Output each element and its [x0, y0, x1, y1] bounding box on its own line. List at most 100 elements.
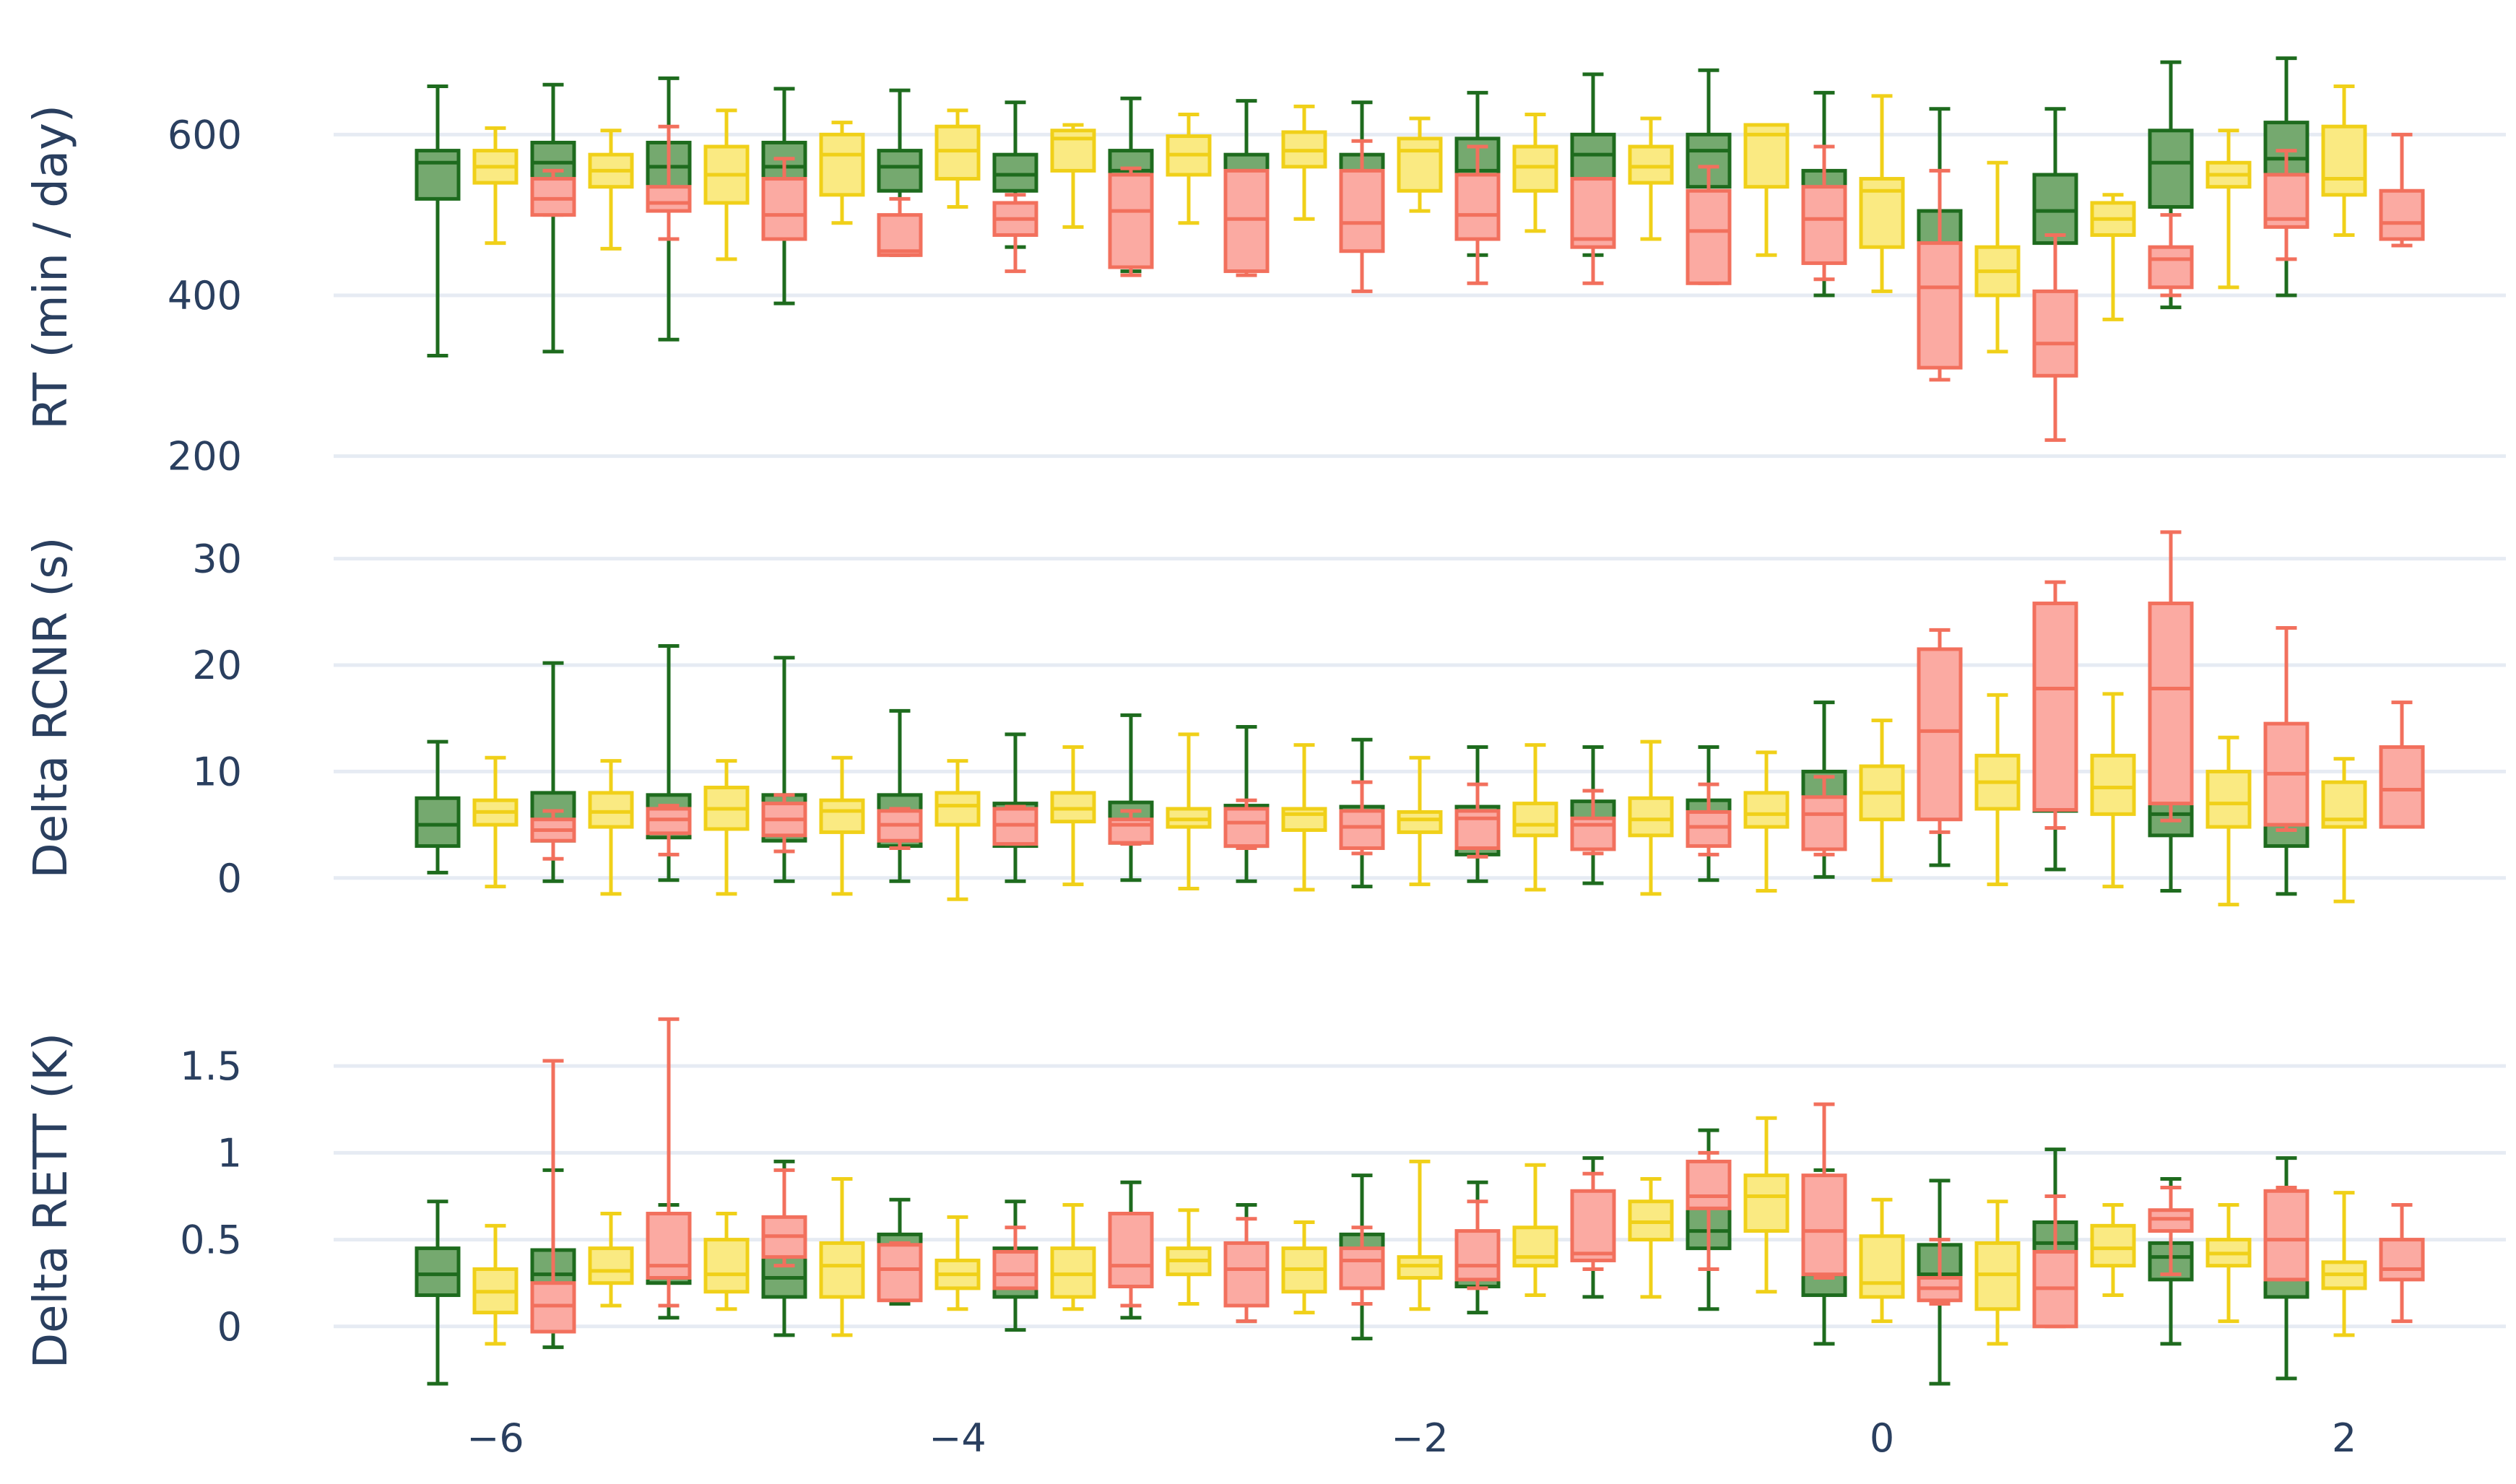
box-yellow-14 — [1974, 693, 2021, 887]
iqr-box — [530, 177, 576, 217]
box-red-3 — [761, 1168, 807, 1268]
x-tick-label: −2 — [1391, 1415, 1449, 1461]
box-red-6 — [1108, 809, 1154, 846]
iqr-box — [2379, 188, 2425, 241]
iqr-box — [819, 132, 865, 197]
box-red-5 — [992, 804, 1038, 846]
iqr-box — [1050, 129, 1096, 173]
box-yellow-2 — [588, 759, 634, 896]
box-red-15 — [2148, 213, 2194, 298]
iqr-box — [1397, 810, 1443, 834]
iqr-box — [1570, 1189, 1616, 1262]
box-green-5 — [877, 708, 923, 883]
box-yellow-10 — [1512, 743, 1558, 892]
box-yellow-15 — [2090, 692, 2136, 889]
iqr-box — [1859, 177, 1905, 249]
iqr-box — [1512, 1225, 1558, 1268]
y-tick-label: 0 — [217, 856, 242, 901]
box-green-1 — [415, 739, 461, 875]
iqr-box — [1917, 241, 1963, 370]
box-yellow-4 — [819, 755, 865, 896]
iqr-box — [1281, 807, 1327, 832]
iqr-box — [1512, 802, 1558, 838]
box-yellow-12 — [1743, 123, 1790, 257]
iqr-box — [1628, 144, 1674, 185]
iqr-box — [1108, 817, 1154, 845]
iqr-box — [992, 1249, 1038, 1290]
box-yellow-5 — [934, 1215, 981, 1311]
box-green-1 — [415, 1199, 461, 1386]
iqr-box — [2379, 745, 2425, 829]
box-red-11 — [1686, 782, 1732, 856]
box-red-10 — [1570, 789, 1616, 856]
box-yellow-10 — [1512, 1163, 1558, 1298]
iqr-box — [761, 177, 807, 241]
box-red-4 — [877, 1241, 923, 1303]
iqr-box — [1339, 809, 1385, 851]
iqr-box — [1397, 136, 1443, 193]
box-yellow-17 — [2321, 757, 2367, 903]
iqr-box — [2032, 289, 2078, 378]
box-yellow-14 — [1974, 1199, 2021, 1346]
box-red-13 — [1917, 628, 1963, 834]
x-tick-label: −4 — [929, 1415, 986, 1461]
box-red-2 — [646, 124, 692, 241]
iqr-box — [1743, 1173, 1790, 1233]
box-green-1 — [415, 84, 461, 357]
iqr-box — [1743, 791, 1790, 829]
box-yellow-5 — [934, 108, 981, 209]
iqr-box — [1108, 173, 1154, 269]
box-red-15 — [2148, 1185, 2194, 1277]
box-red-7 — [1223, 1217, 1270, 1324]
iqr-box — [2379, 1238, 2425, 1282]
box-yellow-13 — [1859, 719, 1905, 882]
box-red-13 — [1917, 1238, 1963, 1306]
box-yellow-16 — [2205, 735, 2252, 907]
iqr-box — [415, 1246, 461, 1298]
box-red-10 — [1570, 177, 1616, 285]
box-red-10 — [1570, 1171, 1616, 1271]
iqr-box — [2090, 753, 2136, 816]
iqr-box — [2032, 602, 2078, 812]
box-yellow-11 — [1628, 116, 1674, 241]
box-red-15 — [2148, 530, 2194, 823]
y-tick-label: 400 — [168, 273, 242, 318]
box-yellow-7 — [1166, 1208, 1212, 1306]
box-red-6 — [1108, 166, 1154, 277]
iqr-box — [2148, 245, 2194, 290]
iqr-box — [1686, 810, 1732, 849]
iqr-box — [415, 149, 461, 201]
box-red-7 — [1223, 168, 1270, 277]
iqr-box — [1628, 796, 1674, 838]
box-yellow-2 — [588, 129, 634, 251]
iqr-box — [1454, 173, 1501, 241]
box-red-4 — [877, 196, 923, 257]
box-yellow-16 — [2205, 1203, 2252, 1324]
box-red-7 — [1223, 798, 1270, 851]
box-yellow-9 — [1397, 116, 1443, 213]
box-red-2 — [646, 1017, 692, 1308]
y-tick-label: 1.5 — [180, 1043, 242, 1089]
box-red-14 — [2032, 1194, 2078, 1329]
box-yellow-17 — [2321, 1191, 2367, 1337]
box-red-1 — [530, 168, 576, 217]
x-tick-label: 2 — [2332, 1415, 2356, 1461]
iqr-box — [1801, 185, 1847, 265]
box-red-16 — [2263, 1185, 2309, 1282]
box-red-16 — [2263, 149, 2309, 261]
iqr-box — [934, 124, 981, 181]
iqr-box — [2032, 173, 2078, 246]
iqr-box — [1570, 132, 1616, 185]
box-red-11 — [1686, 165, 1732, 285]
box-red-13 — [1917, 168, 1963, 382]
iqr-box — [934, 791, 981, 827]
box-red-1 — [530, 809, 576, 861]
box-red-1 — [530, 1059, 576, 1334]
box-red-9 — [1454, 1199, 1501, 1290]
iqr-box — [2148, 602, 2194, 806]
box-red-2 — [646, 804, 692, 856]
box-red-12 — [1801, 1102, 1847, 1280]
box-red-11 — [1686, 1150, 1732, 1271]
iqr-box — [1801, 795, 1847, 851]
